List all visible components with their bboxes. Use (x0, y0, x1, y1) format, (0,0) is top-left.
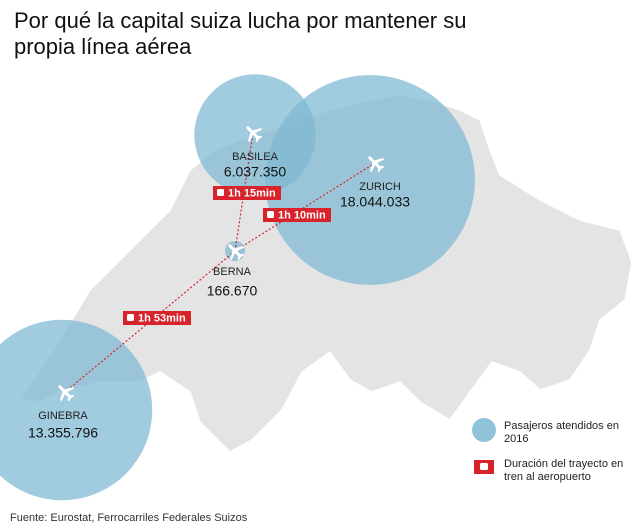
duration-badge (213, 186, 281, 200)
route-line (64, 250, 236, 393)
passenger-circle (265, 75, 475, 285)
airport-name: GINEBRA (38, 410, 88, 422)
legend-train-label: Duración del trayecto en tren al aeropue… (504, 458, 624, 483)
legend-train-icon (480, 463, 488, 470)
train-icon (217, 189, 224, 196)
legend-circle-label: Pasajeros atendidos en 2016 (504, 420, 619, 445)
duration-label: 1h 10min (278, 209, 326, 221)
passenger-count: 166.670 (207, 283, 258, 299)
passenger-count: 18.044.033 (340, 194, 410, 210)
duration-label: 1h 53min (138, 312, 186, 324)
route-line (234, 162, 376, 252)
airport-icon (368, 156, 385, 173)
airport-icon (228, 244, 245, 261)
airport-icon (58, 385, 75, 402)
passenger-count: 13.355.796 (28, 425, 98, 441)
passenger-count: 6.037.350 (224, 164, 286, 180)
passenger-circle (0, 319, 153, 501)
train-icon (267, 211, 274, 218)
duration-label: 1h 15min (228, 187, 276, 199)
train-icon (127, 314, 134, 321)
airport-name: BERNA (213, 266, 252, 278)
legend-circle (472, 418, 496, 442)
airport-name: ZURICH (359, 181, 401, 193)
source: Fuente: Eurostat, Ferrocarriles Federale… (10, 512, 248, 524)
duration-badge (123, 311, 191, 325)
airport-name: BASILEA (232, 151, 279, 163)
title: Por qué la capital suiza lucha por mante… (14, 8, 467, 59)
duration-badge (263, 208, 331, 222)
airport-icon (246, 126, 263, 143)
